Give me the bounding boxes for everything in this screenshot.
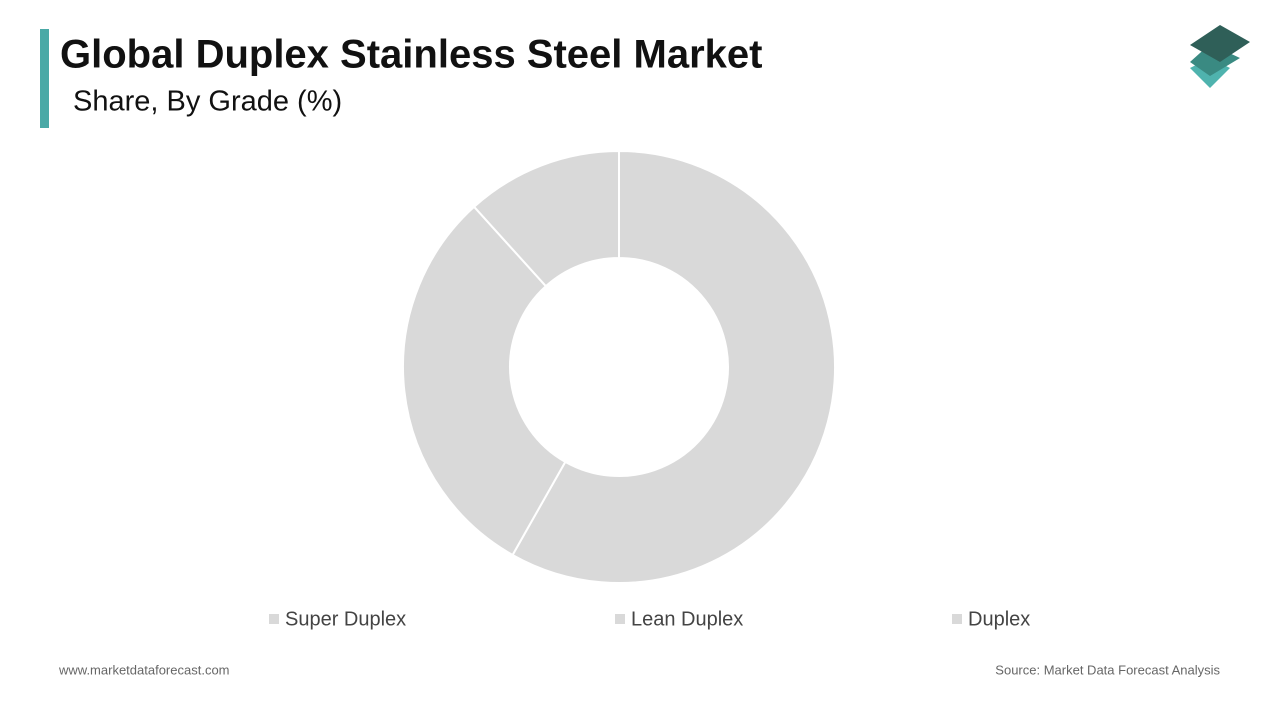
legend-swatch (269, 614, 279, 624)
title-accent (40, 29, 49, 128)
slice (402, 205, 567, 557)
donut (402, 149, 836, 584)
legend-label: Super Duplex (285, 608, 406, 630)
logo (1190, 25, 1250, 88)
legend: Super Duplex Lean Duplex Duplex (269, 608, 1030, 630)
legend-swatch (615, 614, 625, 624)
slice (511, 149, 836, 584)
website: www.marketdataforecast.com (58, 662, 230, 677)
legend-label: Duplex (968, 608, 1030, 630)
chart-title: Global Duplex Stainless Steel Market (60, 33, 762, 77)
slice (472, 149, 620, 288)
source: Source: Market Data Forecast Analysis (995, 662, 1220, 677)
legend-swatch (952, 614, 962, 624)
legend-label: Lean Duplex (631, 608, 743, 630)
chart-subtitle: Share, By Grade (%) (73, 86, 342, 118)
